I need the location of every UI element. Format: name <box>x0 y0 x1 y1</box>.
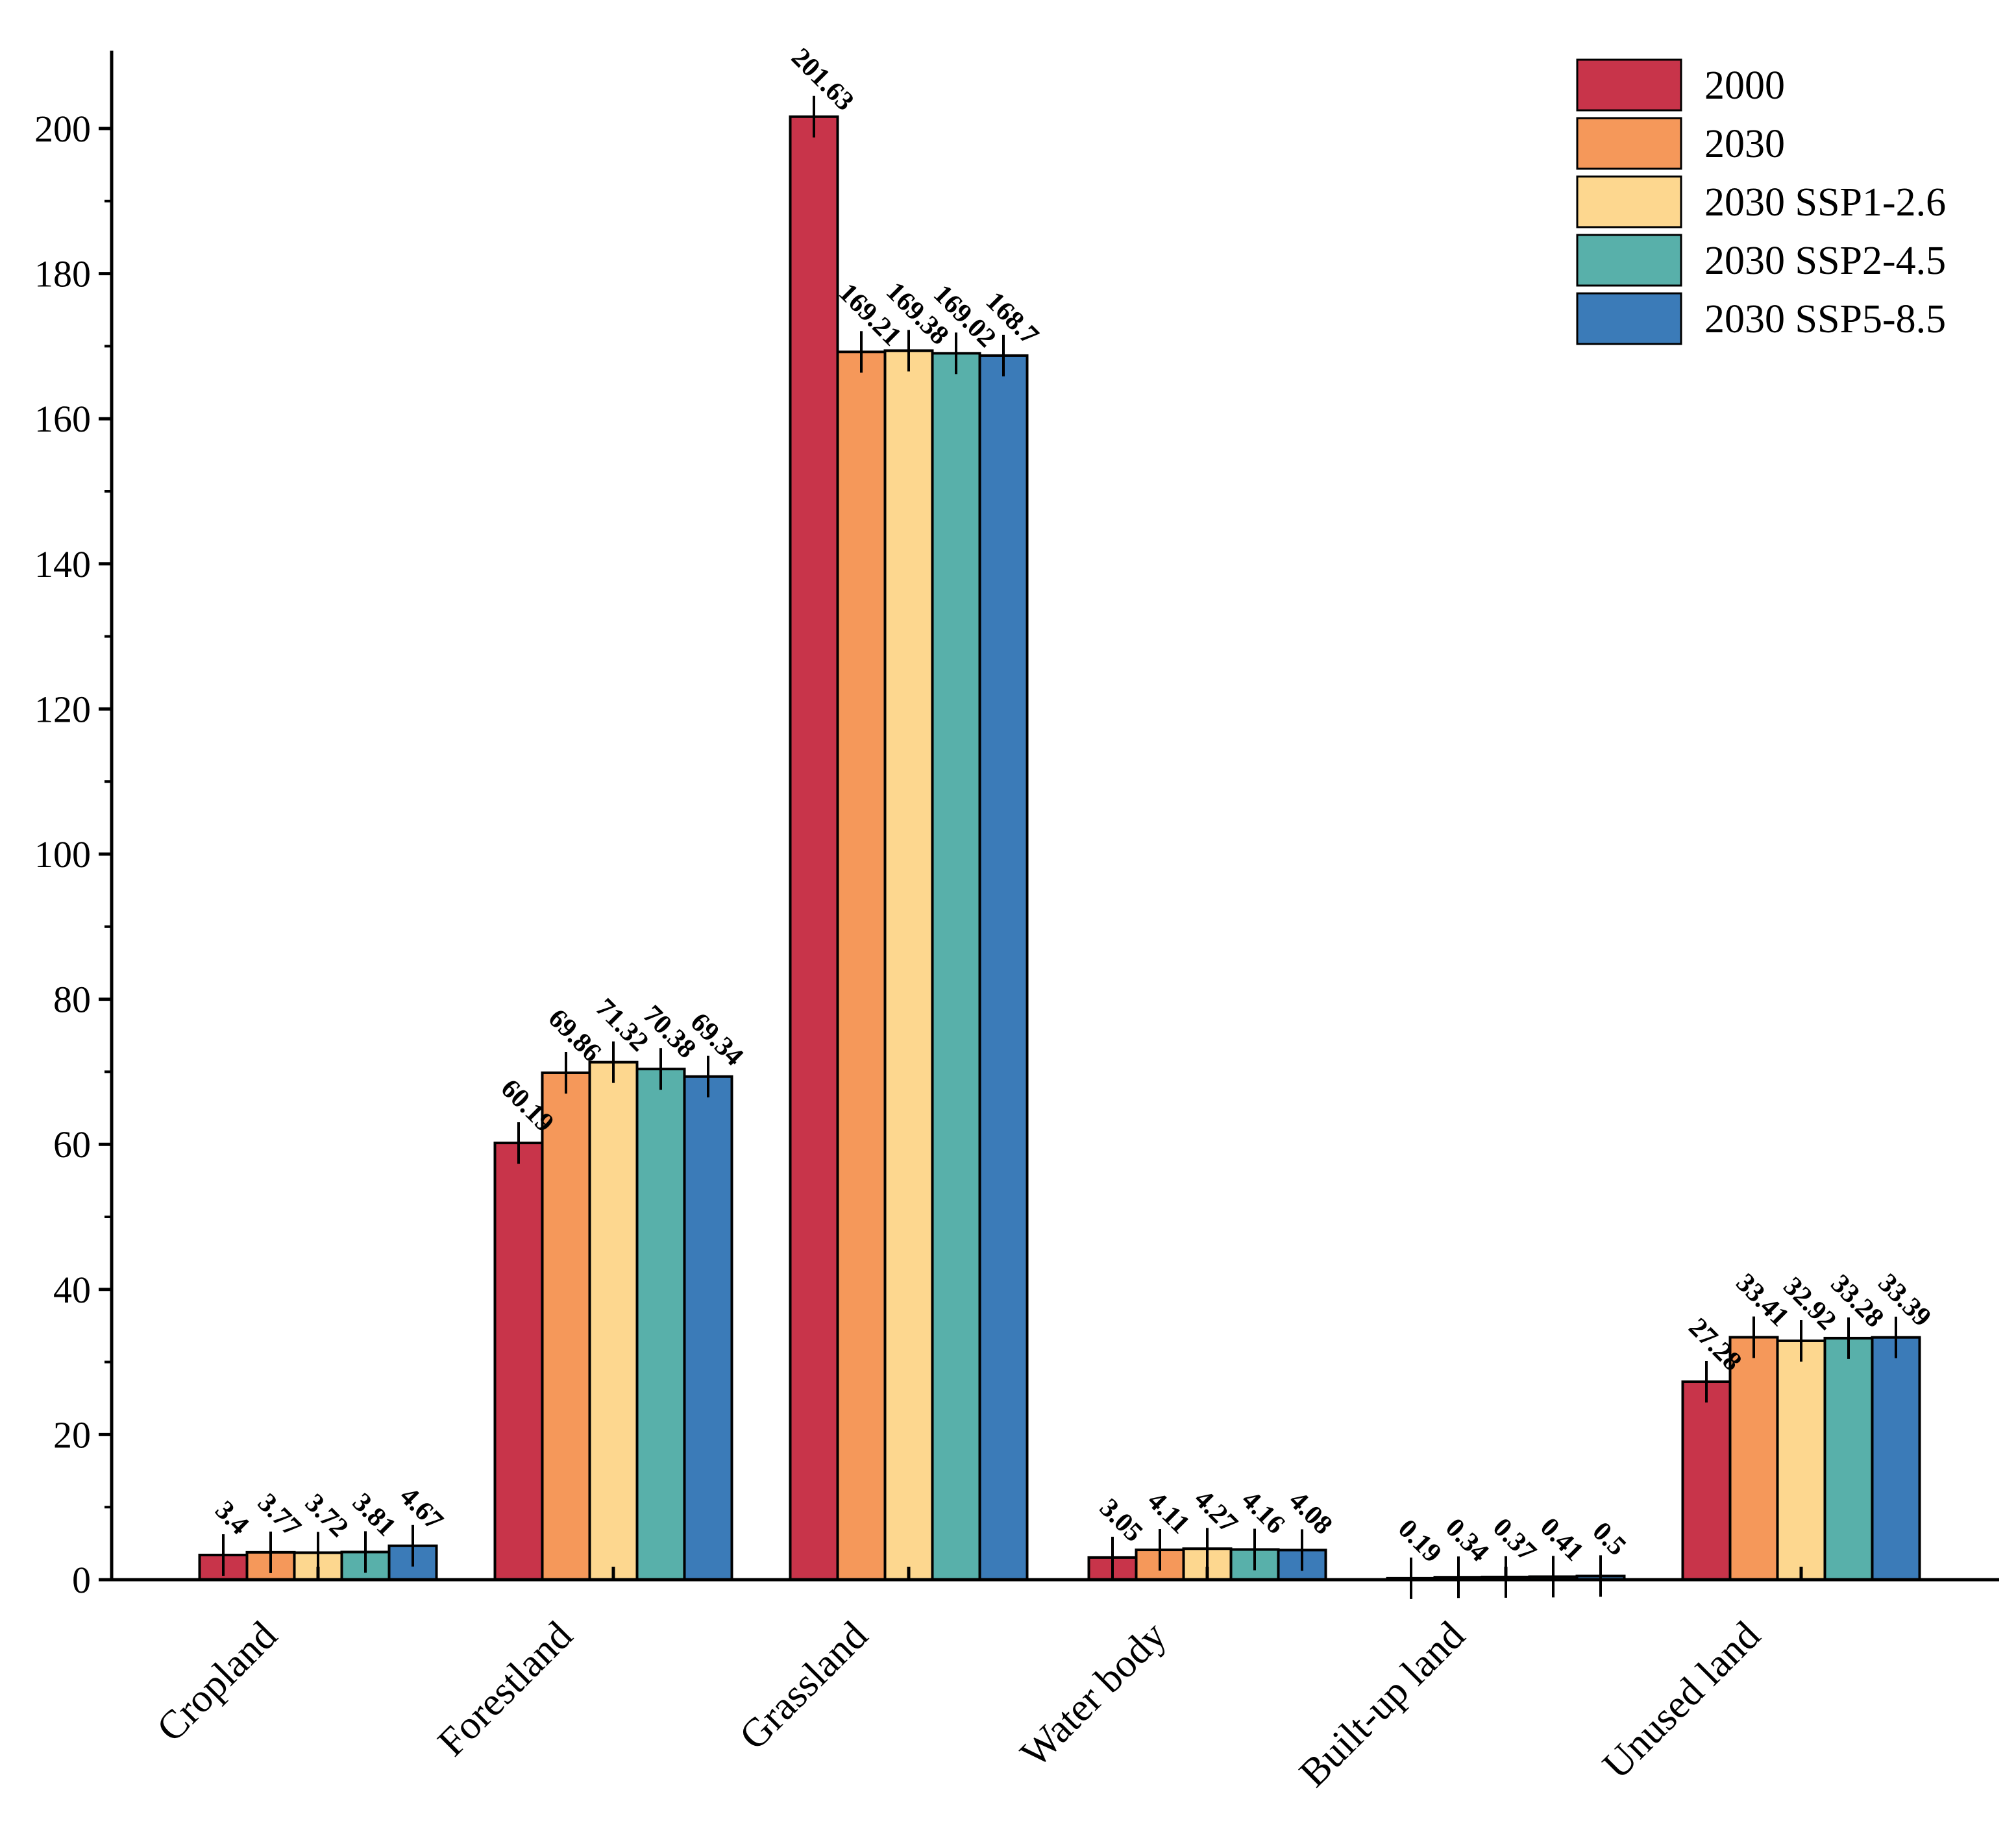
data-label: 4.16 <box>1236 1485 1290 1539</box>
legend-swatch <box>1576 292 1682 345</box>
data-label: 3.05 <box>1094 1493 1148 1547</box>
legend-label: 2030 SSP1-2.6 <box>1704 180 1946 225</box>
y-tick-label: 60 <box>53 1123 91 1166</box>
bar-unused-land-2030-ssp5-8.5 <box>1871 1336 1921 1581</box>
data-label: 4.27 <box>1188 1484 1243 1539</box>
y-tick-label: 160 <box>34 398 91 440</box>
x-tick-label: Cropland <box>149 1613 286 1750</box>
data-label: 3.81 <box>347 1488 401 1542</box>
x-tick-label: Built-up land <box>1291 1613 1473 1796</box>
x-tick-label: Water body <box>1013 1613 1175 1776</box>
data-label: 0.41 <box>1534 1512 1589 1567</box>
y-tick-label: 20 <box>53 1414 91 1456</box>
bar-grassland-2000 <box>789 115 839 1581</box>
y-tick-label: 200 <box>34 108 91 150</box>
legend-label: 2000 <box>1704 64 1785 108</box>
bar-grassland-2030-ssp1-2.6 <box>883 349 934 1582</box>
y-tick-label: 100 <box>34 833 91 876</box>
x-tick-label: Forestland <box>430 1613 581 1765</box>
data-label: 3.72 <box>299 1488 354 1543</box>
legend-swatch <box>1576 175 1682 228</box>
bar-unused-land-2000 <box>1681 1380 1732 1581</box>
y-tick-label: 40 <box>53 1269 91 1311</box>
data-label: 0.37 <box>1487 1512 1542 1567</box>
data-label: 3.4 <box>209 1495 254 1541</box>
data-label: 0.34 <box>1440 1513 1494 1567</box>
legend-swatch <box>1576 234 1682 287</box>
bar-forestland-2030-ssp5-8.5 <box>683 1075 733 1581</box>
legend-swatch <box>1576 58 1682 112</box>
data-label: 201.63 <box>785 42 859 116</box>
legend-label: 2030 <box>1704 122 1785 166</box>
bar-unused-land-2030 <box>1728 1336 1779 1582</box>
bar-forestland-2000 <box>493 1142 544 1581</box>
bars <box>198 95 1921 1599</box>
x-tick-label: Grassland <box>731 1613 876 1758</box>
bar-unused-land-2030-ssp2-4.5 <box>1823 1336 1874 1582</box>
bar-forestland-2030-ssp2-4.5 <box>635 1068 686 1581</box>
bar-grassland-2030 <box>836 350 887 1581</box>
y-tick-label: 120 <box>34 688 91 730</box>
legend-label: 2030 SSP5-8.5 <box>1704 297 1946 341</box>
legend-label: 2030 SSP2-4.5 <box>1704 239 1946 283</box>
data-label: 33.28 <box>1825 1269 1889 1333</box>
bar-forestland-2030-ssp1-2.6 <box>588 1060 639 1582</box>
legend: 2000 2030 2030 SSP1-2.6 2030 SSP2-4.5 2030 S… <box>1576 58 1946 345</box>
bar-grassland-2030-ssp2-4.5 <box>931 352 981 1581</box>
data-label: 33.41 <box>1730 1268 1795 1332</box>
data-label: 3.77 <box>252 1488 306 1542</box>
data-label: 33.39 <box>1873 1268 1937 1332</box>
legend-swatch <box>1576 117 1682 170</box>
data-label: 0.5 <box>1586 1516 1632 1562</box>
y-tick-label: 0 <box>72 1559 91 1601</box>
data-label: 4.11 <box>1142 1486 1196 1539</box>
data-label: 4.08 <box>1283 1486 1338 1540</box>
x-tick-label: Unused land <box>1594 1613 1768 1787</box>
y-tick-label: 180 <box>34 253 91 295</box>
data-label: 4.67 <box>394 1481 449 1536</box>
bar-grassland-2030-ssp5-8.5 <box>978 354 1029 1582</box>
bar-unused-land-2030-ssp1-2.6 <box>1776 1339 1826 1581</box>
data-label: 0.19 <box>1392 1513 1447 1568</box>
y-tick-label: 140 <box>34 543 91 585</box>
bar-forestland-2030 <box>541 1071 591 1581</box>
y-tick-label: 80 <box>53 979 91 1021</box>
